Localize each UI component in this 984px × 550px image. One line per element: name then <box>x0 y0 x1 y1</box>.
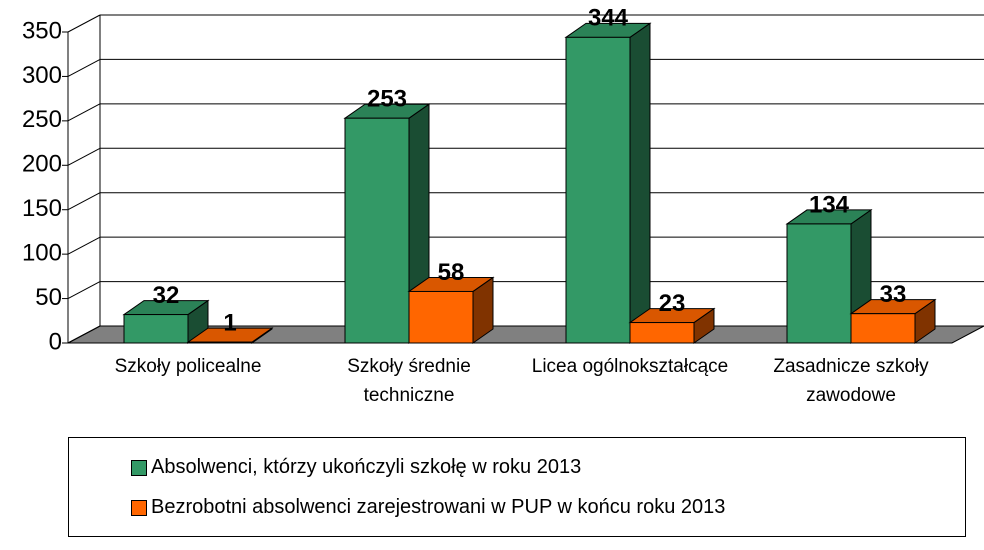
grid-line <box>67 236 101 255</box>
grid-line <box>67 14 101 33</box>
x-tick-label: Zasadnicze szkoły zawodowe <box>773 356 929 406</box>
data-label: 344 <box>588 5 629 32</box>
data-label: 253 <box>367 86 407 113</box>
legend-swatch <box>131 459 147 476</box>
y-tick-label: 0 <box>49 328 62 355</box>
data-label: 58 <box>438 259 465 286</box>
y-tick-label: 150 <box>22 195 62 222</box>
bar <box>187 341 253 344</box>
legend-item: Bezrobotni absolwenci zarejestrowani w P… <box>131 496 725 519</box>
y-tick-label: 200 <box>22 151 62 178</box>
legend-swatch <box>131 499 147 516</box>
bar <box>565 36 631 344</box>
x-tick-label: Szkoły policealne <box>114 356 262 377</box>
bar <box>850 313 916 344</box>
y-tick-label: 100 <box>22 239 62 266</box>
bar <box>786 223 852 344</box>
grid-line <box>67 103 101 122</box>
legend-label: Bezrobotni absolwenci zarejestrowani w P… <box>151 496 726 518</box>
x-tick-label: Szkoły średnie techniczne <box>347 356 471 406</box>
legend-item: Absolwenci, którzy ukończyli szkołę w ro… <box>131 456 581 479</box>
y-tick-label: 250 <box>22 106 62 133</box>
grid-line <box>67 58 101 77</box>
data-label: 23 <box>659 290 686 317</box>
bar <box>344 117 410 344</box>
x-tick-label: Licea ogólnokształcące <box>531 356 729 377</box>
y-tick-label: 50 <box>35 284 62 311</box>
data-label: 32 <box>153 282 180 309</box>
bar <box>123 314 189 344</box>
bar-side <box>629 22 651 344</box>
data-label: 134 <box>809 191 850 218</box>
legend-label: Absolwenci, którzy ukończyli szkołę w ro… <box>151 456 582 478</box>
y-tick-label: 300 <box>22 62 62 89</box>
grid-line <box>67 281 101 300</box>
data-label: 33 <box>880 281 907 308</box>
grid-line <box>67 192 101 211</box>
grid-line <box>67 147 101 166</box>
y-tick-label: 350 <box>22 17 62 44</box>
bar <box>629 322 695 344</box>
data-label: 1 <box>223 309 236 336</box>
legend: Absolwenci, którzy ukończyli szkołę w ro… <box>68 437 966 537</box>
grid-line <box>67 325 101 344</box>
bar <box>408 290 474 344</box>
